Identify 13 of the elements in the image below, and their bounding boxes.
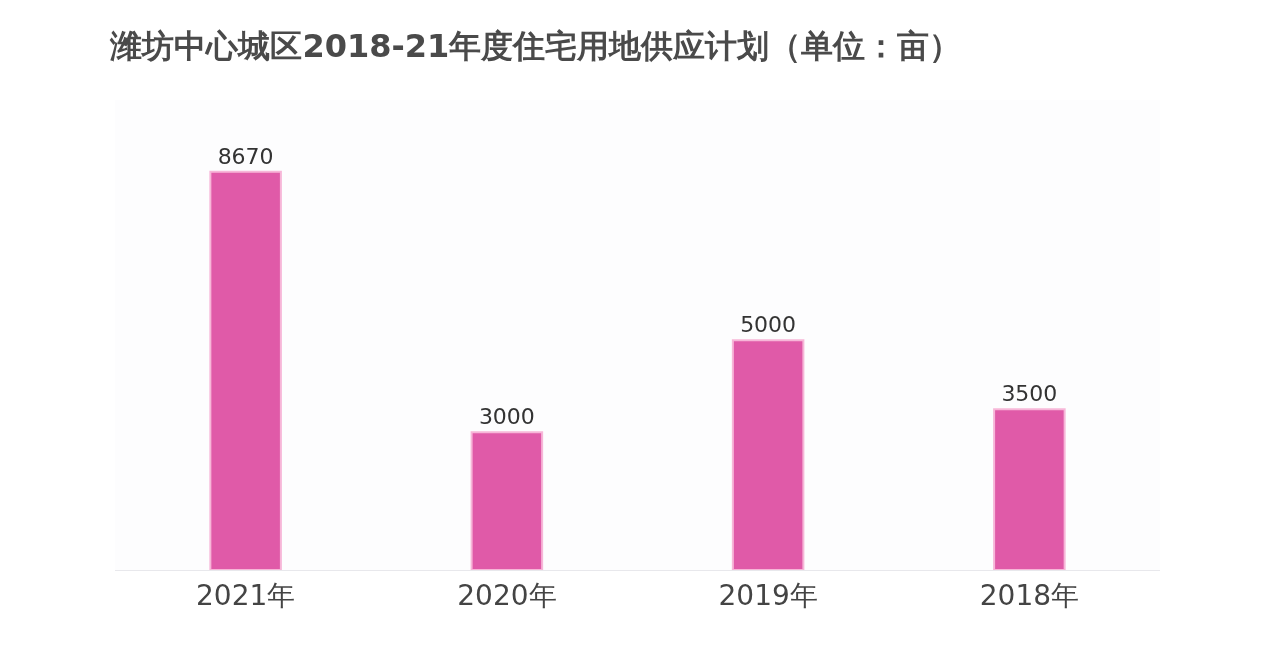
bar: [993, 408, 1066, 570]
bar: [209, 170, 282, 570]
bar: [470, 431, 544, 570]
bar: [731, 339, 805, 570]
data-label: 8670: [217, 143, 274, 169]
x-tick-label: 2018年: [979, 578, 1080, 612]
chart-title: 潍坊中心城区2018-21年度住宅用地供应计划（单位：亩）: [109, 27, 962, 66]
x-tick-label: 2020年: [457, 578, 557, 612]
data-label: 3500: [1001, 381, 1058, 407]
data-label: 3000: [478, 404, 535, 430]
x-tick-label: 2019年: [718, 578, 818, 612]
x-tick-label: 2021年: [196, 578, 296, 612]
data-label: 5000: [740, 312, 797, 338]
